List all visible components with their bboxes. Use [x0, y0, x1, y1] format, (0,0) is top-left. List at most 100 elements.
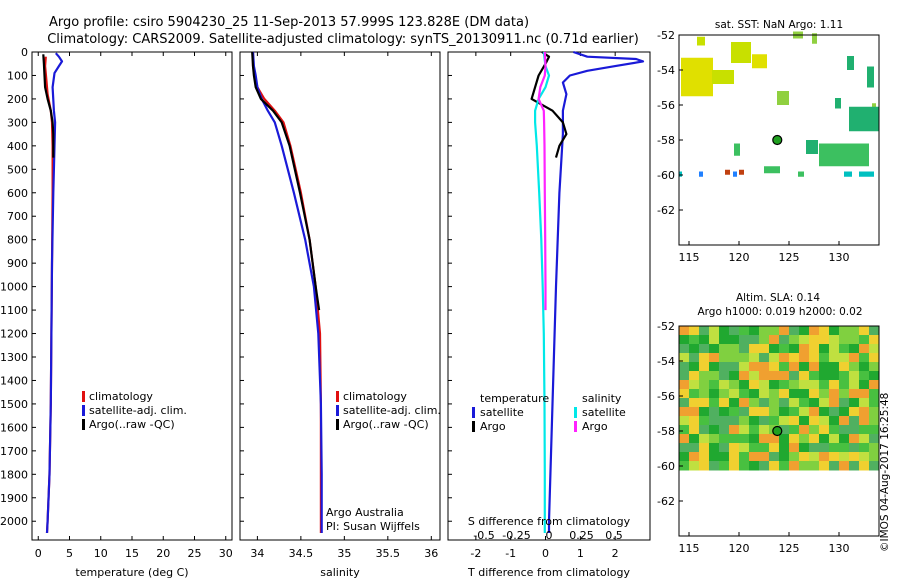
sla-cell	[869, 398, 880, 408]
sla-cell	[699, 434, 710, 444]
sla-cell	[759, 452, 770, 462]
sla-cell	[799, 389, 810, 399]
sla-cell	[839, 452, 850, 462]
sla-cell	[759, 389, 770, 399]
temperature-legend-item: satellite-adj. clim.	[89, 404, 187, 417]
sla-cell	[699, 353, 710, 363]
legend-title-salinity: salinity	[582, 392, 622, 405]
temperature-legend-swatch	[82, 405, 85, 416]
sla-cell	[769, 344, 780, 354]
sla-cell	[759, 362, 770, 372]
sla-map-ytick-label: -62	[657, 495, 675, 508]
header-line1: Argo profile: csiro 5904230_25 11-Sep-20…	[49, 15, 529, 30]
sla-cell	[809, 353, 820, 363]
sla-cell	[679, 362, 690, 372]
sla-cell	[759, 461, 770, 471]
temperature-xtick-label: 30	[219, 547, 233, 560]
sla-cell	[719, 389, 730, 399]
sla-cell	[809, 344, 820, 354]
sst-cell	[699, 171, 703, 177]
sla-cell	[719, 353, 730, 363]
sla-cell	[869, 407, 880, 417]
salinity-annotation: PI: Susan Wijffels	[326, 520, 420, 533]
sla-cell	[689, 416, 700, 426]
depth-tick-label: 1600	[0, 421, 28, 434]
sla-cell	[719, 398, 730, 408]
temperature-series-argo---raw--qc-	[42, 54, 55, 158]
salinity-xtick-label: 35	[337, 547, 351, 560]
sla-cell	[789, 389, 800, 399]
sla-cell	[819, 335, 830, 345]
sla-cell	[769, 335, 780, 345]
sla-cell	[719, 344, 730, 354]
sla-cell	[699, 371, 710, 381]
sla-cell	[709, 443, 720, 453]
sla-cell	[779, 416, 790, 426]
sla-map-ytick-label: -54	[657, 355, 675, 368]
sla-cell	[729, 380, 740, 390]
sla-cell	[749, 461, 760, 471]
sla-map-ytick-label: -56	[657, 390, 675, 403]
sst-cell	[867, 66, 874, 88]
sla-cell	[719, 434, 730, 444]
sla-cell	[769, 389, 780, 399]
sla-cell	[759, 380, 770, 390]
sla-cell	[849, 380, 860, 390]
sst-cell	[752, 54, 767, 69]
sla-cell	[829, 353, 840, 363]
sla-cell	[859, 452, 870, 462]
sla-cell	[689, 326, 700, 336]
sla-cell	[839, 425, 850, 435]
sla-cell	[759, 335, 770, 345]
sla-cell	[769, 443, 780, 453]
sla-cell	[719, 362, 730, 372]
sla-cell	[699, 344, 710, 354]
sla-cell	[859, 371, 870, 381]
sst-cell	[725, 169, 730, 175]
sla-cell	[709, 335, 720, 345]
sla-cell	[789, 398, 800, 408]
depth-tick-label: 1300	[0, 351, 28, 364]
sla-cell	[859, 461, 870, 471]
sla-cell	[869, 443, 880, 453]
sla-cell	[729, 461, 740, 471]
sst-cell	[733, 171, 737, 177]
sst-map-xtick-label: 115	[679, 251, 700, 264]
sst-cell	[819, 143, 869, 167]
sla-cell	[779, 398, 790, 408]
sla-cell	[739, 389, 750, 399]
depth-tick-label: 2000	[0, 515, 28, 528]
sla-cell	[839, 389, 850, 399]
sla-cell	[769, 398, 780, 408]
diff-xtick2-label: -0.5	[473, 529, 494, 542]
sla-cell	[849, 344, 860, 354]
sla-cell	[789, 407, 800, 417]
legend-s-swatch	[574, 421, 577, 432]
sla-cell	[749, 425, 760, 435]
sla-cell	[779, 344, 790, 354]
sla-cell	[729, 389, 740, 399]
sla-cell	[819, 344, 830, 354]
sla-cell	[849, 434, 860, 444]
depth-tick-label: 0	[21, 46, 28, 59]
salinity-legend-item: climatology	[343, 390, 407, 403]
sla-cell	[679, 443, 690, 453]
depth-tick-label: 800	[7, 234, 28, 247]
sst-cell	[806, 140, 818, 154]
sst-cell	[777, 91, 789, 105]
sla-cell	[709, 461, 720, 471]
temperature-xlabel: temperature (deg C)	[75, 566, 188, 579]
sla-cell	[799, 407, 810, 417]
depth-tick-label: 1000	[0, 281, 28, 294]
sla-cell	[829, 335, 840, 345]
sla-cell	[699, 461, 710, 471]
depth-tick-label: 900	[7, 257, 28, 270]
legend-t-item: satellite	[480, 406, 524, 419]
depth-tick-label: 1200	[0, 328, 28, 341]
sla-cell	[759, 425, 770, 435]
sla-cell	[749, 452, 760, 462]
legend-t-swatch	[472, 421, 475, 432]
sla-cell	[679, 353, 690, 363]
sla-cell	[709, 398, 720, 408]
